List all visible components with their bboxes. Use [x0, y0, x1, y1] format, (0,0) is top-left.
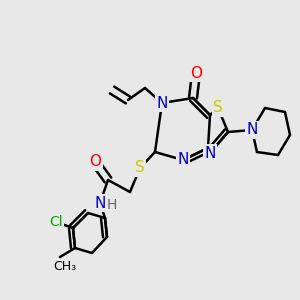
- Text: N: N: [156, 95, 168, 110]
- Text: N: N: [246, 122, 258, 137]
- Text: H: H: [107, 198, 117, 212]
- Text: N: N: [204, 146, 216, 160]
- Text: O: O: [89, 154, 101, 169]
- Text: N: N: [94, 196, 106, 211]
- Text: CH₃: CH₃: [53, 260, 76, 274]
- Text: Cl: Cl: [49, 215, 63, 229]
- Text: O: O: [190, 65, 202, 80]
- Text: S: S: [135, 160, 145, 175]
- Text: N: N: [177, 152, 189, 167]
- Text: S: S: [213, 100, 223, 116]
